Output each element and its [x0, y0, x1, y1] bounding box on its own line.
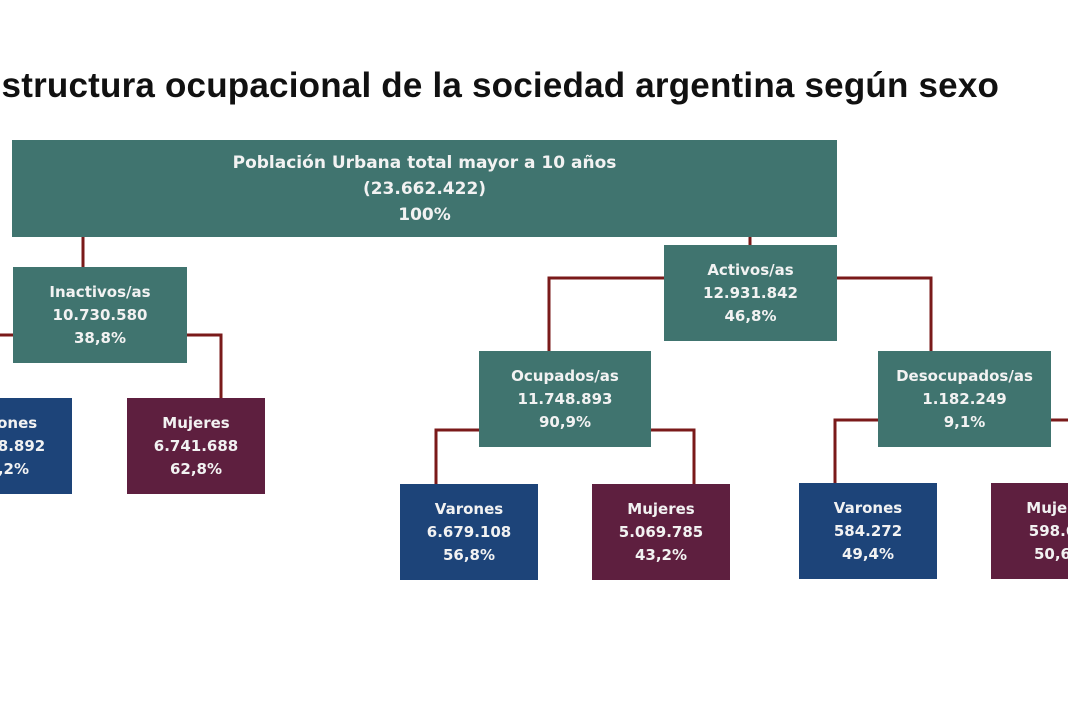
- node-inactivos-mujeres: Mujeres 6.741.688 62,8%: [127, 398, 265, 494]
- node-percent: 50,6%: [1033, 544, 1068, 563]
- node-label: Población Urbana total mayor a 10 años: [232, 152, 617, 173]
- node-total-population: Población Urbana total mayor a 10 años (…: [12, 140, 837, 237]
- node-activos: Activos/as 12.931.842 46,8%: [664, 245, 837, 341]
- node-percent: 100%: [398, 204, 451, 225]
- node-inactivos-varones: Varones 3.988.892 37,2%: [0, 398, 72, 494]
- node-percent: 43,2%: [634, 545, 688, 564]
- node-ocupados-mujeres: Mujeres 5.069.785 43,2%: [592, 484, 730, 580]
- node-label: Varones: [0, 413, 38, 432]
- node-percent: 38,8%: [73, 328, 127, 347]
- node-value: 11.748.893: [517, 389, 613, 408]
- node-label: Desocupados/as: [896, 366, 1033, 385]
- node-desocupados-varones: Varones 584.272 49,4%: [799, 483, 937, 579]
- node-label: Inactivos/as: [49, 282, 151, 301]
- node-ocupados: Ocupados/as 11.748.893 90,9%: [479, 351, 651, 447]
- node-value: 12.931.842: [703, 283, 798, 302]
- node-desocupados-mujeres: Mujeres 598.6… 50,6%: [991, 483, 1068, 579]
- node-percent: 62,8%: [169, 459, 223, 478]
- node-desocupados: Desocupados/as 1.182.249 9,1%: [878, 351, 1051, 447]
- node-value: 584.272: [833, 521, 903, 540]
- node-label: Varones: [434, 499, 504, 518]
- node-percent: 9,1%: [943, 412, 986, 431]
- node-percent: 37,2%: [0, 459, 30, 478]
- node-percent: 49,4%: [841, 544, 895, 563]
- node-label: Mujeres: [627, 499, 695, 518]
- node-percent: 46,8%: [724, 306, 777, 325]
- node-label: Ocupados/as: [511, 366, 619, 385]
- node-value: 3.988.892: [0, 436, 46, 455]
- node-value: 5.069.785: [618, 522, 704, 541]
- node-label: Varones: [833, 498, 903, 517]
- node-value: 598.6…: [1028, 521, 1068, 540]
- node-percent: 90,9%: [538, 412, 592, 431]
- node-label: Mujeres: [1026, 498, 1068, 517]
- node-label: Mujeres: [162, 413, 230, 432]
- diagram-title: Estructura ocupacional de la sociedad ar…: [0, 66, 1000, 105]
- node-inactivos: Inactivos/as 10.730.580 38,8%: [13, 267, 187, 363]
- node-value: 10.730.580: [52, 305, 148, 324]
- node-value: 6.741.688: [153, 436, 239, 455]
- node-value: 6.679.108: [426, 522, 512, 541]
- node-label: Activos/as: [707, 260, 794, 279]
- node-percent: 56,8%: [442, 545, 496, 564]
- node-value: (23.662.422): [362, 178, 487, 199]
- node-value: 1.182.249: [922, 389, 1007, 408]
- node-ocupados-varones: Varones 6.679.108 56,8%: [400, 484, 538, 580]
